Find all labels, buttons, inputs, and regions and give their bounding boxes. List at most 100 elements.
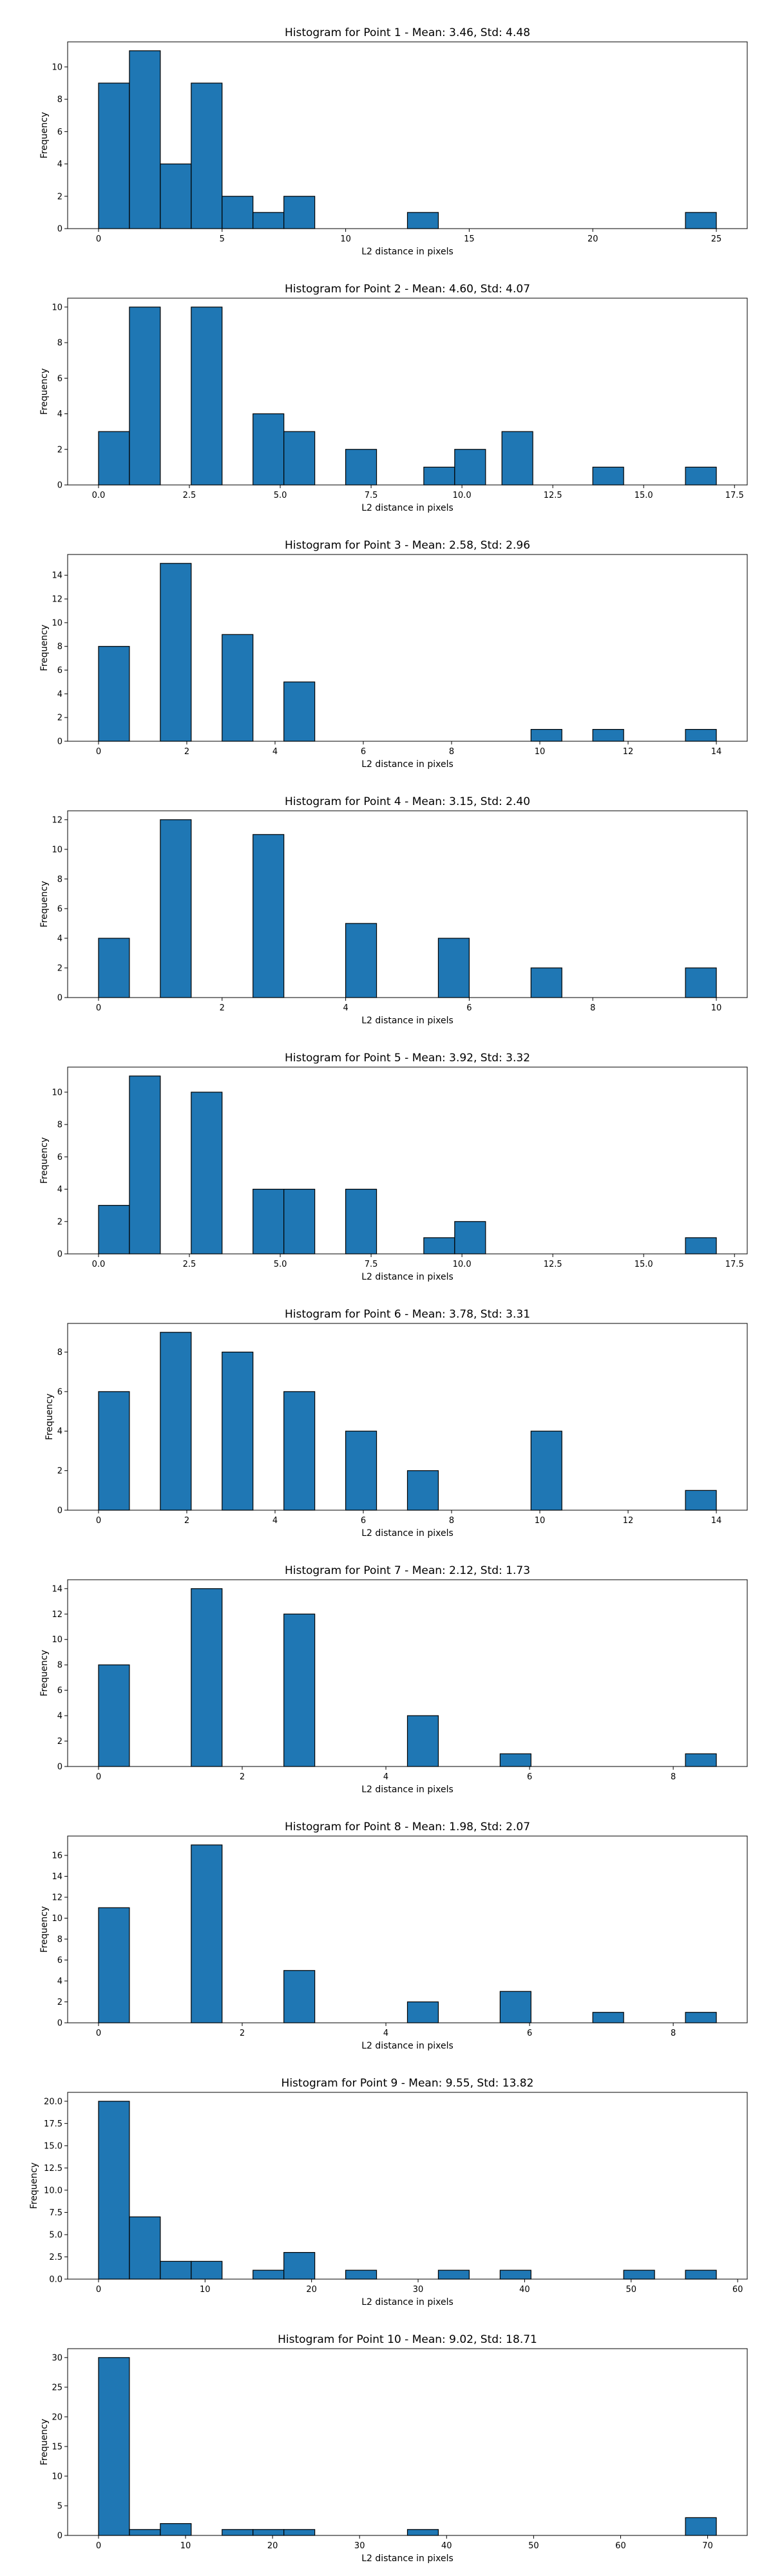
chart-panel-10: Histogram for Point 10 - Mean: 9.02, Std… — [39, 2333, 748, 2564]
histogram-bar — [530, 1430, 562, 1511]
histogram-bar — [98, 1391, 130, 1511]
y-tick-label: 14 — [52, 1584, 62, 1594]
histogram-bar — [283, 2529, 316, 2536]
histogram-bar — [98, 1664, 130, 1767]
histogram-bar — [454, 449, 486, 486]
x-tick-label: 0 — [96, 234, 101, 244]
x-tick-label: 60 — [732, 2285, 743, 2295]
y-tick-label: 4 — [57, 1185, 62, 1195]
histogram-bar — [406, 2529, 439, 2536]
y-tick-label: 0 — [57, 994, 62, 1003]
x-tick-label: 20 — [267, 2541, 278, 2551]
y-tick-label: 10 — [52, 618, 62, 628]
x-tick-label: 50 — [625, 2285, 636, 2295]
x-axis-label: L2 distance in pixels — [361, 1528, 453, 1539]
y-tick-label: 0 — [57, 2019, 62, 2029]
x-axis-label: L2 distance in pixels — [361, 2297, 453, 2307]
histogram-bar — [253, 1188, 285, 1255]
histogram-bar — [623, 2269, 655, 2280]
histogram-bar — [191, 2260, 223, 2280]
y-axis-label: Frequency — [39, 1650, 50, 1696]
histogram-bar — [283, 1970, 316, 2023]
y-tick-label: 20 — [52, 2412, 62, 2422]
y-tick-label: 10 — [52, 62, 62, 72]
histogram-bar — [685, 1490, 717, 1511]
histogram-bar — [423, 466, 455, 486]
histogram-bar — [345, 1188, 377, 1255]
y-axis-label: Frequency — [44, 1394, 55, 1440]
y-axis-label: Frequency — [29, 2163, 39, 2209]
histogram-bar — [530, 967, 562, 998]
x-tick-label: 10.0 — [453, 1260, 472, 1269]
histogram-bar — [160, 2260, 192, 2280]
x-tick-label: 0 — [96, 1772, 101, 1782]
y-tick-label: 2.5 — [49, 2253, 62, 2262]
x-tick-label: 6 — [361, 1516, 366, 1526]
y-tick-label: 4 — [57, 160, 62, 169]
x-tick-label: 12 — [623, 1516, 634, 1526]
chart-title: Histogram for Point 1 - Mean: 3.46, Std:… — [285, 26, 530, 39]
histogram-bar — [283, 196, 316, 229]
axes-frame — [67, 554, 748, 742]
y-tick-label: 12.5 — [44, 2164, 62, 2174]
x-tick-label: 7.5 — [365, 1260, 378, 1269]
histogram-bar — [283, 1613, 316, 1767]
histogram-bar — [685, 2269, 717, 2280]
histogram-bar — [253, 2529, 285, 2536]
y-tick-label: 6 — [57, 666, 62, 676]
y-tick-label: 12 — [52, 815, 62, 825]
histogram-bar — [406, 1715, 439, 1767]
y-tick-label: 5.0 — [49, 2230, 62, 2240]
y-tick-label: 4 — [57, 690, 62, 699]
x-tick-label: 4 — [383, 1772, 388, 1782]
y-tick-label: 12 — [52, 1893, 62, 1903]
axes-frame — [67, 1579, 748, 1767]
y-axis-label: Frequency — [39, 368, 50, 415]
y-tick-label: 4 — [57, 1427, 62, 1437]
x-tick-label: 40 — [519, 2285, 530, 2295]
x-tick-label: 0 — [96, 1516, 101, 1526]
x-tick-label: 4 — [383, 2029, 388, 2038]
y-tick-label: 7.5 — [49, 2208, 62, 2218]
y-tick-label: 16 — [52, 1852, 62, 1861]
x-axis-label: L2 distance in pixels — [361, 759, 453, 770]
y-tick-label: 10 — [52, 2472, 62, 2481]
x-tick-label: 4 — [272, 1516, 278, 1526]
y-tick-label: 2 — [57, 714, 62, 723]
y-tick-label: 0 — [57, 481, 62, 491]
histogram-bar — [160, 819, 192, 998]
y-tick-label: 15 — [52, 2442, 62, 2452]
chart-panel-4: Histogram for Point 4 - Mean: 3.15, Std:… — [39, 795, 748, 1026]
x-tick-label: 5.0 — [274, 1260, 287, 1269]
y-tick-label: 8 — [57, 339, 62, 348]
histogram-bar — [454, 1221, 486, 1255]
y-tick-label: 4 — [57, 1977, 62, 1987]
histogram-bar — [685, 2012, 717, 2023]
x-tick-label: 8 — [590, 1003, 595, 1013]
histogram-bar — [685, 1237, 717, 1255]
y-tick-label: 0.0 — [49, 2275, 62, 2285]
x-tick-label: 15.0 — [635, 491, 653, 500]
y-tick-label: 0 — [57, 2532, 62, 2541]
x-tick-label: 15.0 — [635, 1260, 653, 1269]
histogram-bar — [499, 1991, 531, 2023]
y-tick-label: 25 — [52, 2383, 62, 2392]
histogram-bar — [253, 413, 285, 486]
y-tick-label: 2 — [57, 192, 62, 202]
histogram-bar — [129, 2216, 161, 2280]
chart-title: Histogram for Point 6 - Mean: 3.78, Std:… — [285, 1308, 530, 1321]
histogram-bar — [160, 1332, 192, 1511]
y-tick-label: 2 — [57, 1737, 62, 1747]
x-tick-label: 10 — [535, 1516, 546, 1526]
chart-panel-8: Histogram for Point 8 - Mean: 1.98, Std:… — [39, 1821, 748, 2051]
histogram-bar — [283, 2251, 316, 2280]
y-tick-label: 2 — [57, 1466, 62, 1476]
x-tick-label: 30 — [354, 2541, 365, 2551]
chart-panel-3: Histogram for Point 3 - Mean: 2.58, Std:… — [39, 539, 748, 770]
histogram-bar — [345, 2269, 377, 2280]
histogram-bar — [345, 923, 377, 998]
y-tick-label: 10 — [52, 845, 62, 855]
y-tick-label: 12 — [52, 595, 62, 605]
y-tick-label: 10 — [52, 1635, 62, 1645]
